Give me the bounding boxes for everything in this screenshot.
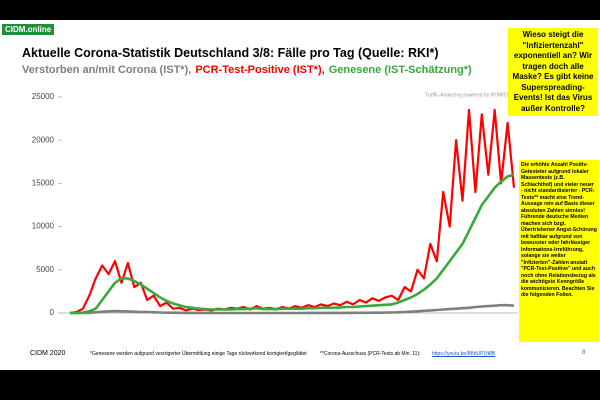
page-number: 8 <box>582 350 586 356</box>
y-tick-label: 25000 <box>32 92 55 101</box>
question-box: Wieso steigt die "Infiziertenzahl" expon… <box>508 28 598 116</box>
y-tick-label: 15000 <box>32 179 55 188</box>
chart-title: Aktuelle Corona-Statistik Deutschland 3/… <box>22 46 439 60</box>
legend-entry: Genesene (IST-Schätzung*) <box>328 64 472 76</box>
note-box: Die erhöhte Anzahl Positiv-Getesteter au… <box>519 160 599 342</box>
legend-entry: Verstorben an/mit Corona (IST*), <box>22 64 192 76</box>
y-tick-label: 5000 <box>36 265 54 274</box>
logo: CIDM.online <box>2 24 55 35</box>
series-line <box>70 173 515 315</box>
chart: Traffic-Analyzing powered by ROMICO 0 5000… <box>32 92 518 317</box>
legend-entry: PCR-Test-Positive (IST*), <box>195 64 325 76</box>
y-tick-label: 10000 <box>32 222 55 231</box>
footer-link[interactable]: https://youtu.be/B8dUP1ft8B <box>432 351 496 357</box>
y-tick-label: 0 <box>50 308 55 317</box>
footer-note: **Corona-Ausschuss (PCR-Tests ab Min. 11… <box>320 351 421 357</box>
footer-note: *Genesene werden aufgrund verzögerter Üb… <box>90 351 307 357</box>
y-tick-label: 20000 <box>32 135 55 144</box>
footer-left: CIDM 2020 <box>30 350 66 357</box>
series-line <box>70 303 515 315</box>
series-line <box>69 108 516 315</box>
slide: Traffic-Analyzing powered by ROMICO 0 5000… <box>0 20 600 370</box>
legend: Verstorben an/mit Corona (IST*), PCR-Test… <box>22 64 476 76</box>
watermark: Traffic-Analyzing powered by ROMICO <box>425 92 511 98</box>
